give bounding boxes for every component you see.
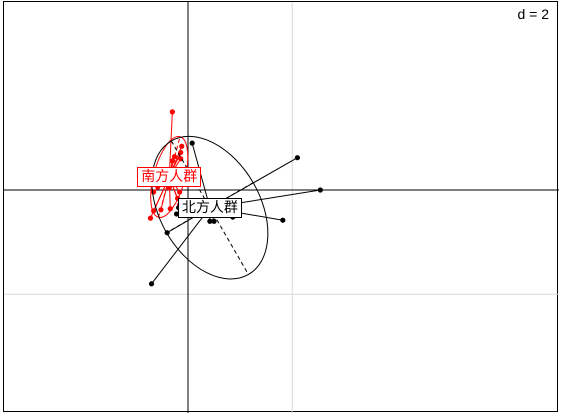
data-point (179, 143, 185, 149)
data-point (317, 187, 323, 193)
data-point (189, 140, 195, 146)
data-point (294, 155, 301, 161)
group-label: 北方人群 (177, 197, 242, 218)
data-point (211, 218, 217, 224)
data-point (171, 154, 178, 160)
data-point (147, 215, 154, 221)
data-point (169, 109, 175, 115)
plot-area: d = 2 南方人群北方人群 (3, 1, 559, 413)
star-segment (168, 111, 173, 177)
star-segment (151, 207, 211, 285)
data-point (177, 189, 183, 195)
data-point (167, 206, 173, 212)
scatter-plot (4, 2, 559, 413)
data-point (164, 230, 170, 236)
data-point (280, 217, 286, 223)
scale-label: d = 2 (515, 6, 551, 22)
data-point (148, 281, 155, 287)
data-point (158, 207, 164, 213)
data-point (178, 149, 184, 156)
data-point (207, 218, 213, 224)
data-point (169, 158, 175, 164)
data-point (173, 211, 180, 217)
group-label: 南方人群 (137, 166, 202, 187)
data-point (151, 208, 157, 214)
